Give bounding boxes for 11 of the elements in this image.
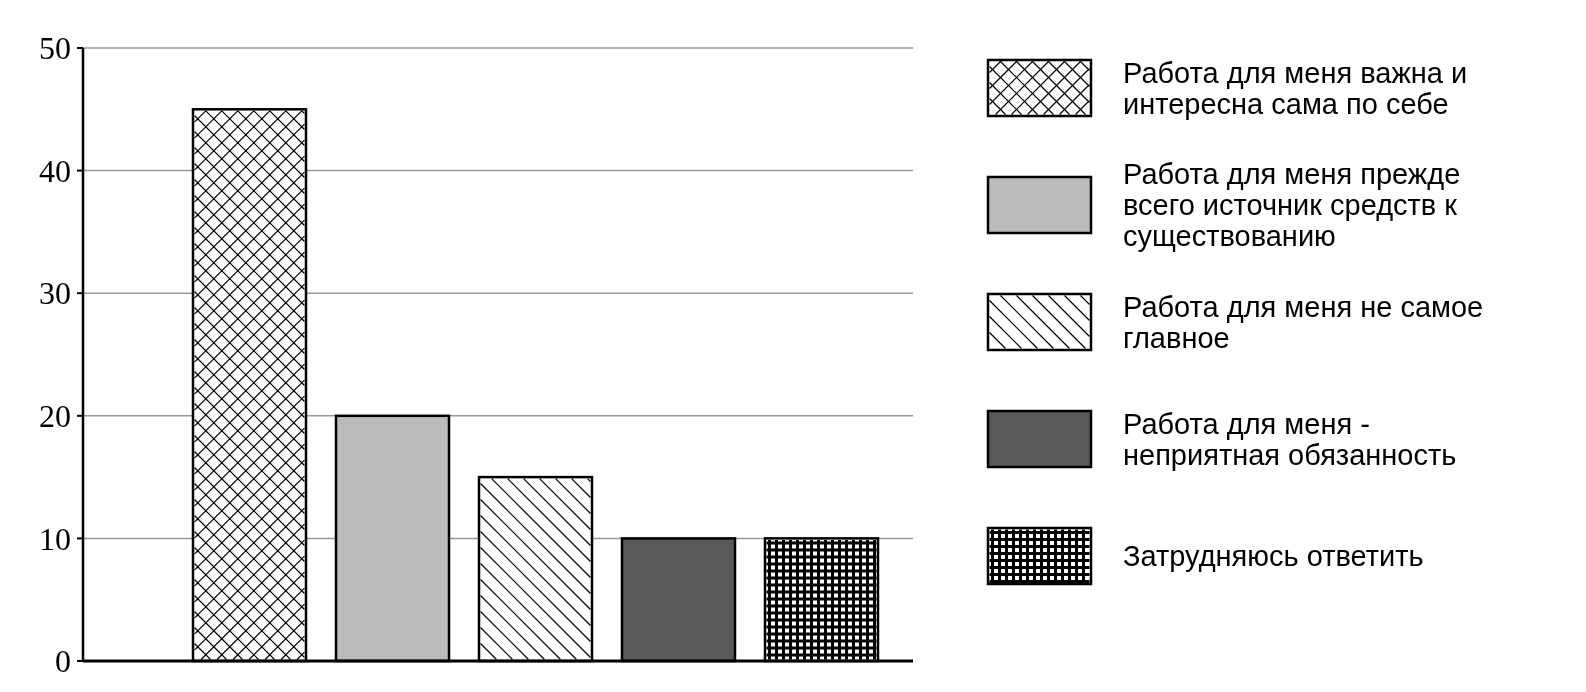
legend-label: Работа для меня важна и интересна сама по себе [1123, 56, 1468, 120]
y-tick-label: 40 [39, 152, 71, 189]
y-tick-label: 50 [39, 30, 71, 67]
y-tick-label: 10 [39, 520, 71, 557]
y-tick-label: 0 [55, 643, 71, 680]
legend-label: Работа для меня - неприятная обязанность [1123, 407, 1457, 471]
y-tick-label: 20 [39, 398, 71, 434]
legend-label: Работа для меня прежде всего источник средств к существованию [1123, 158, 1461, 253]
legend-label: Работа для меня не самое главное [1123, 290, 1484, 354]
legend-label: Затрудняюсь ответить [1123, 540, 1424, 573]
y-tick-label: 30 [39, 275, 71, 312]
